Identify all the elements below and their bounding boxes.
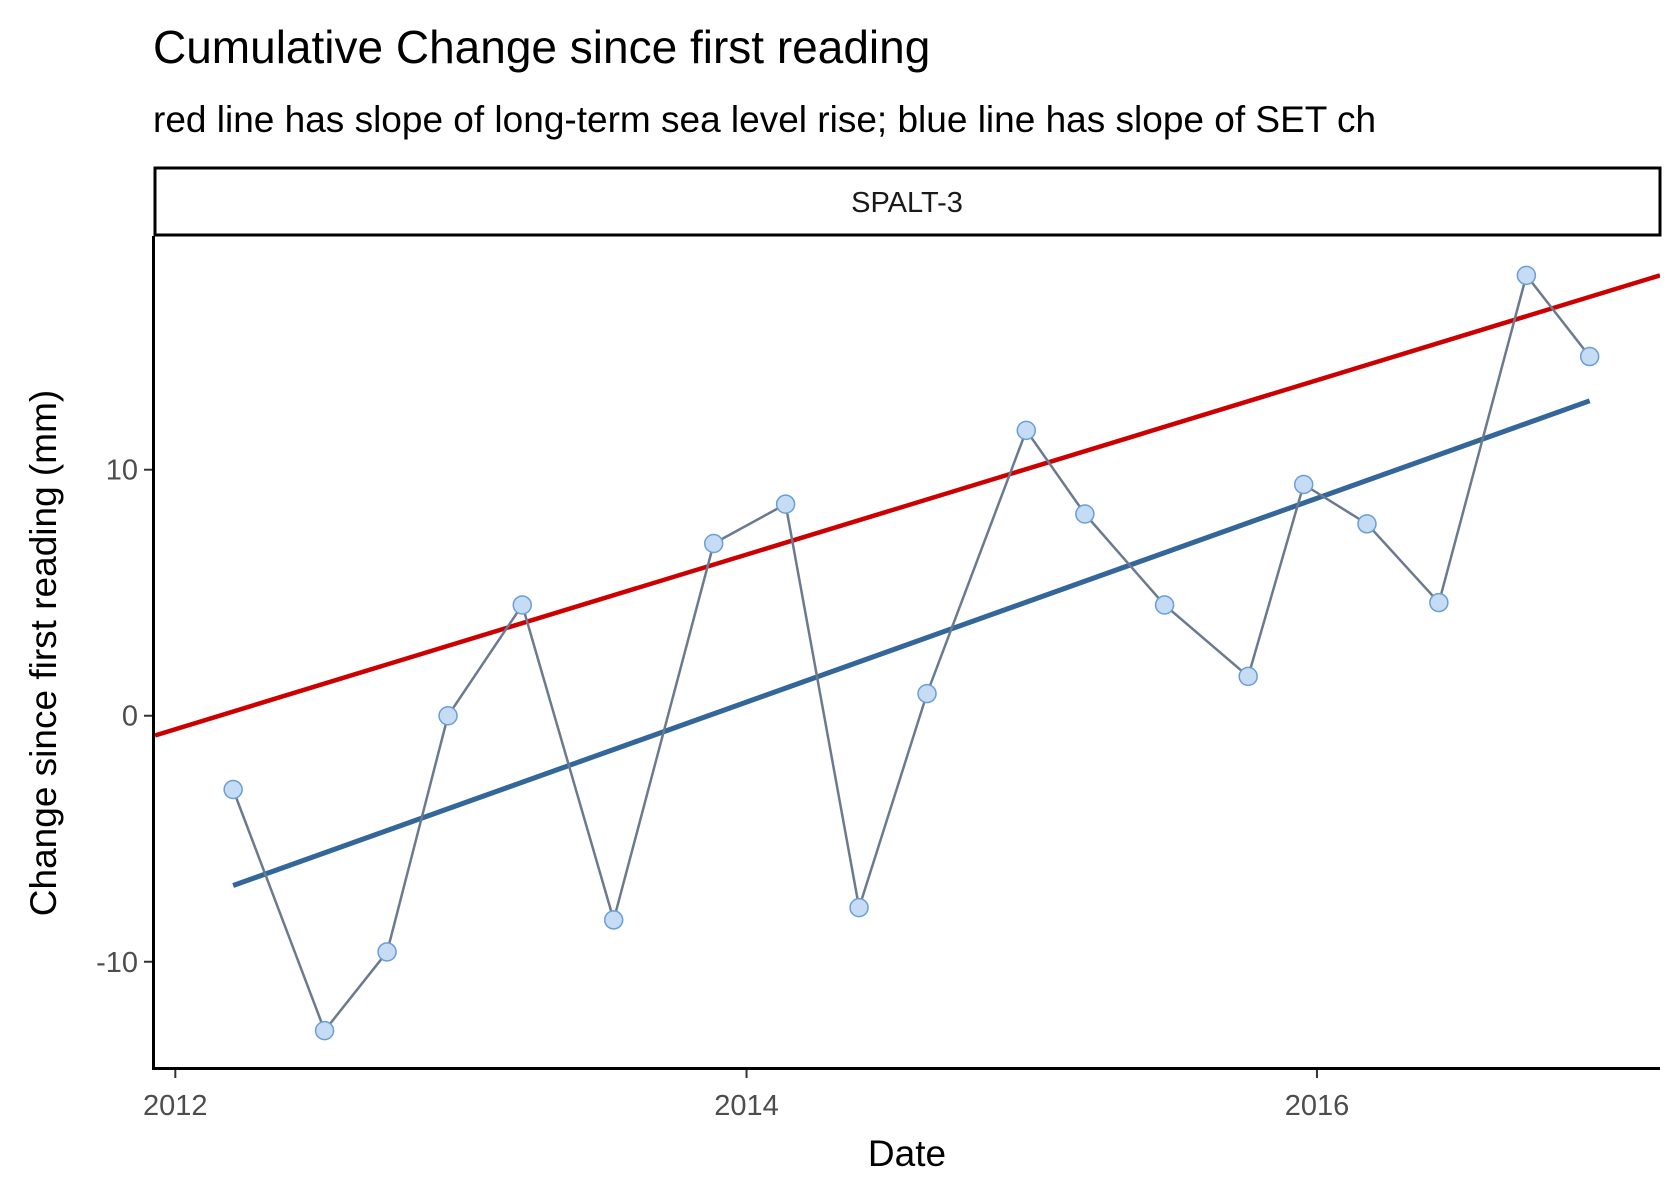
y-tick-label: -10 <box>96 947 138 979</box>
reading-point <box>223 779 243 800</box>
set-change-slope-line <box>232 398 1591 888</box>
reading-point <box>1293 474 1314 495</box>
reading-point <box>1429 592 1449 613</box>
reading-point <box>1016 420 1037 441</box>
reading-point <box>314 1020 335 1041</box>
x-tick-label: 2012 <box>143 1090 208 1122</box>
readings-line <box>231 272 1591 1034</box>
x-tick-label: 2016 <box>1285 1090 1350 1122</box>
reading-point <box>1516 265 1537 286</box>
reading-point <box>775 494 796 514</box>
reading-point <box>1579 346 1600 367</box>
chart-subtitle: red line has slope of long-term sea leve… <box>153 99 1376 140</box>
chart-title: Cumulative Change since first reading <box>153 21 930 73</box>
x-axis-title: Date <box>868 1133 946 1174</box>
reading-point <box>917 683 937 704</box>
x-tick-label: 2014 <box>714 1090 779 1122</box>
reading-point <box>849 897 869 918</box>
sea-level-slope-line <box>155 273 1660 738</box>
reading-point <box>703 533 724 554</box>
reading-point <box>1154 595 1175 615</box>
reading-point <box>1357 514 1377 534</box>
reading-point <box>377 942 397 962</box>
reading-point <box>438 705 458 726</box>
facet-label: SPALT-3 <box>851 187 963 219</box>
facet-strip <box>153 166 1662 237</box>
y-tick-label: 10 <box>106 455 138 487</box>
reading-point <box>1075 504 1095 524</box>
reading-point <box>512 595 533 615</box>
y-tick-label: 0 <box>122 701 138 733</box>
reading-point <box>1238 666 1258 687</box>
y-axis-title: Change since first reading (mm) <box>23 390 64 916</box>
reading-point <box>603 910 624 930</box>
